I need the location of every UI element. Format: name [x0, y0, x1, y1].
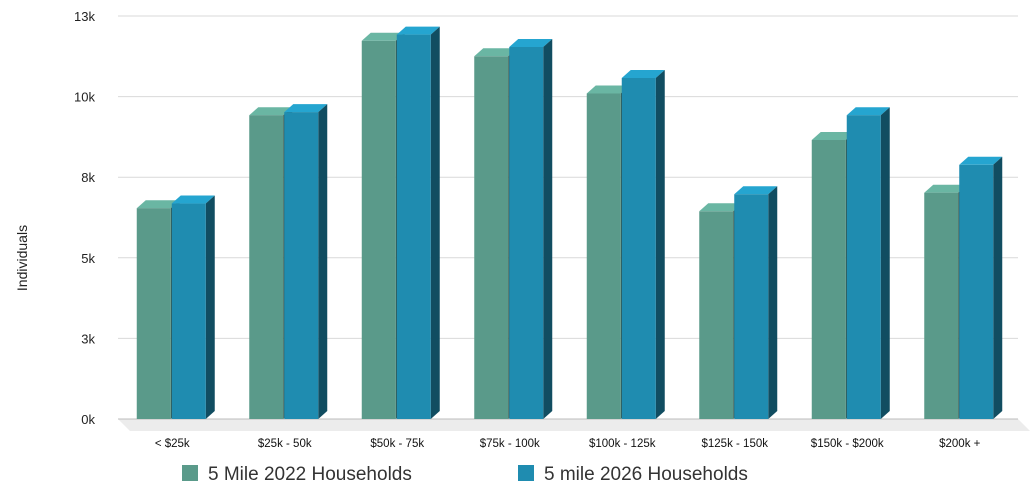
bar-top-face — [621, 70, 665, 78]
bar-top-face — [959, 156, 1003, 165]
y-tick-label: 0k — [81, 412, 95, 427]
bar-side-face — [318, 104, 328, 419]
legend: 5 Mile 2022 Households 5 mile 2026 Househ… — [182, 464, 748, 485]
bar-front-face — [811, 140, 846, 419]
bars — [136, 26, 1003, 420]
bar-top-face — [924, 184, 968, 193]
bar-front-face — [249, 115, 284, 419]
bar-front-face — [699, 211, 734, 419]
bar-2026 — [734, 186, 778, 419]
bar-front-face — [171, 203, 206, 419]
floor-plane — [118, 419, 1030, 431]
bar-top-face — [136, 200, 180, 209]
bar-front-face — [621, 78, 656, 419]
bar-top-face — [734, 186, 778, 195]
x-tick-label: $200k + — [939, 438, 981, 450]
legend-item-2026: 5 mile 2026 Households — [518, 464, 748, 485]
bar-front-face — [586, 93, 621, 419]
bar-2026 — [846, 107, 890, 419]
bar-2026 — [284, 104, 328, 419]
y-tick-label: 8k — [81, 170, 95, 185]
bar-side-face — [430, 26, 440, 419]
y-axis-ticks: 0k 3k 5k 8k 10k 13k — [74, 9, 95, 427]
legend-item-2022: 5 Mile 2022 Households — [182, 464, 412, 485]
legend-swatch — [518, 465, 534, 481]
bar-front-face — [136, 208, 171, 419]
x-axis-categories: < $25k $25k - 50k $50k - 75k $75k - 100k $10… — [155, 438, 981, 450]
bar-2026 — [396, 26, 440, 419]
x-tick-label: $50k - 75k — [370, 438, 424, 450]
x-tick-label: $125k - 150k — [702, 438, 769, 450]
bar-side-face — [205, 195, 215, 419]
y-tick-label: 3k — [81, 331, 95, 346]
bar-front-face — [734, 194, 769, 419]
y-tick-label: 5k — [81, 251, 95, 266]
y-axis-label: Individuals — [14, 225, 30, 291]
bar-front-face — [924, 192, 959, 419]
bar-top-face — [846, 107, 890, 116]
bar-front-face — [474, 56, 509, 420]
bar-top-face — [811, 132, 855, 140]
y-tick-label: 13k — [74, 9, 95, 24]
bar-top-face — [284, 104, 328, 113]
bar-top-face — [396, 26, 440, 35]
x-tick-label: $150k - $200k — [811, 438, 884, 450]
bar-top-face — [361, 32, 405, 41]
bar-front-face — [959, 164, 994, 419]
x-tick-label: $25k - 50k — [258, 438, 312, 450]
bar-top-face — [249, 107, 293, 116]
bar-top-face — [474, 48, 518, 57]
bar-top-face — [509, 39, 553, 47]
bar-top-face — [586, 85, 630, 94]
x-tick-label: $75k - 100k — [480, 438, 540, 450]
chart-floor — [118, 418, 1030, 431]
y-tick-label: 10k — [74, 90, 95, 105]
bar-side-face — [768, 186, 778, 419]
legend-label: 5 mile 2026 Households — [544, 464, 748, 485]
bar-front-face — [509, 47, 544, 419]
bar-front-face — [284, 112, 319, 419]
bar-side-face — [543, 39, 553, 419]
bar-front-face — [361, 40, 396, 420]
bar-2026 — [959, 156, 1003, 420]
x-tick-label: $100k - 125k — [589, 438, 656, 450]
legend-label: 5 Mile 2022 Households — [208, 464, 412, 485]
bar-top-face — [699, 203, 743, 212]
bar-side-face — [993, 156, 1003, 420]
bar-2026 — [621, 70, 665, 419]
x-tick-label: < $25k — [155, 438, 190, 450]
bar-side-face — [655, 70, 665, 419]
bar-2026 — [171, 195, 215, 419]
legend-swatch — [182, 465, 198, 481]
bar-side-face — [880, 107, 890, 419]
bar-top-face — [171, 195, 215, 204]
bar-front-face — [396, 34, 431, 419]
bar-2026 — [509, 39, 553, 419]
bar-front-face — [846, 115, 881, 419]
